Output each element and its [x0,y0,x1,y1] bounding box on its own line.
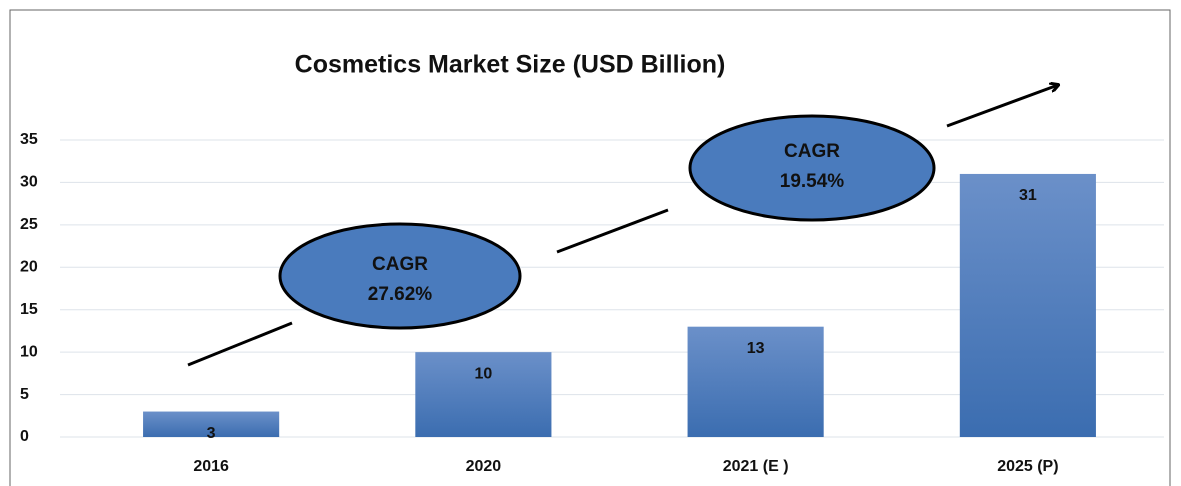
bars: 2016 3 2020 10 2021 (E ) 13 2025 (P) 31 [143,173,1096,475]
x-tick-label: 2021 (E ) [723,458,789,475]
cagr-ellipse [688,114,936,222]
bar [415,352,552,437]
annotation-text: CAGR [784,141,840,162]
trend-arrow [187,321,293,367]
data-label: 31 [1019,187,1037,204]
chart-border [9,9,1171,486]
trend-arrow [556,208,669,254]
y-tick-label: 25 [20,216,38,233]
annotations: CAGR 27.62% CAGR 19.54% [187,85,1058,367]
trend-arrow [946,85,1058,128]
chart-title: Cosmetics Market Size (USD Billion) [295,51,726,79]
annotation-text: 27.62% [368,284,433,305]
x-tick-label: 2016 [193,458,229,475]
data-label: 13 [747,340,765,357]
y-tick-label: 15 [20,301,38,318]
y-tick-label: 5 [20,386,29,403]
bar [959,173,1096,437]
cagr-ellipse [278,222,522,330]
y-tick-label: 30 [20,174,38,191]
y-tick-label: 10 [20,343,38,360]
y-tick-label: 20 [20,259,38,276]
x-tick-label: 2025 (P) [997,458,1058,475]
y-tick-label: 0 [20,428,29,445]
y-tick-label: 35 [20,131,38,148]
data-label: 10 [474,365,492,382]
annotation-text: 19.54% [780,171,845,192]
bar [143,411,280,437]
data-label: 3 [207,425,216,442]
bar [687,326,824,437]
x-tick-label: 2020 [466,458,502,475]
annotation-text: CAGR [372,254,428,275]
